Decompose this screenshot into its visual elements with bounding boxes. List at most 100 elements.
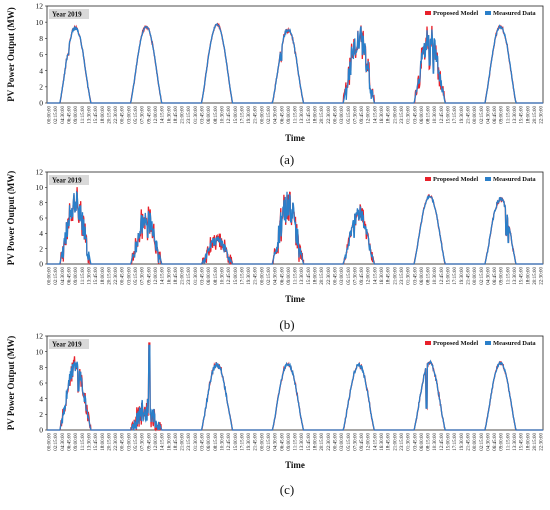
x-tick-label: 01:30:00 (407, 267, 412, 285)
x-tick-label: 03:45:00 (413, 106, 418, 124)
x-tick-label: 02:15:00 (267, 267, 272, 285)
series-line-measured (47, 22, 543, 104)
x-axis-label: Time (285, 133, 305, 143)
x-tick-label: 09:45:00 (147, 433, 152, 451)
x-tick-label: 20:15:00 (533, 106, 538, 124)
series-line-proposed (47, 342, 543, 432)
y-tick-label: 2 (39, 82, 43, 91)
x-tick-label: 15:00:00 (447, 106, 452, 124)
x-tick-label: 06:45:00 (493, 267, 498, 285)
x-tick-label: 05:15:00 (134, 267, 139, 285)
x-tick-label: 22:30:00 (114, 106, 119, 124)
x-tick-label: 01:30:00 (407, 106, 412, 124)
series-line-measured (47, 190, 543, 265)
y-tick-label: 0 (39, 260, 43, 269)
x-tick-label: 06:45:00 (280, 433, 285, 451)
x-axis-label: Time (285, 460, 305, 470)
x-tick-label: 18:45:00 (174, 106, 179, 124)
x-tick-label: 20:15:00 (533, 267, 538, 285)
x-tick-label: 18:00:00 (526, 267, 531, 285)
x-tick-label: 13:30:00 (87, 267, 92, 285)
legend-entry-proposed: Proposed Model (433, 176, 478, 183)
y-tick-label: 2 (39, 244, 43, 253)
x-tick-label: 17:15:00 (453, 267, 458, 285)
x-tick-label: 00:00:00 (260, 433, 265, 451)
panel-label: (c) (280, 482, 294, 497)
x-tick-label: 07:30:00 (141, 267, 146, 285)
x-tick-label: 21:00:00 (393, 267, 398, 285)
legend-entry-measured: Measured Data (493, 176, 536, 183)
x-tick-label: 00:00:00 (260, 267, 265, 285)
x-tick-label: 21:45:00 (466, 106, 471, 124)
x-tick-label: 15:45:00 (520, 267, 525, 285)
x-tick-label: 21:45:00 (466, 267, 471, 285)
x-tick-label: 23:15:00 (400, 267, 405, 285)
x-tick-label: 10:30:00 (433, 267, 438, 285)
x-tick-label: 07:30:00 (141, 433, 146, 451)
x-tick-label: 05:15:00 (347, 433, 352, 451)
x-tick-label: 09:45:00 (147, 267, 152, 285)
x-tick-label: 06:00:00 (420, 267, 425, 285)
x-tick-label: 15:45:00 (94, 267, 99, 285)
x-tick-label: 00:45:00 (333, 433, 338, 451)
x-tick-label: 09:45:00 (147, 106, 152, 124)
x-tick-label: 15:45:00 (94, 433, 99, 451)
x-tick-label: 00:45:00 (121, 433, 126, 451)
x-tick-label: 23:15:00 (400, 106, 405, 124)
x-tick-label: 16:30:00 (380, 267, 385, 285)
y-tick-label: 6 (39, 214, 43, 223)
x-tick-label: 11:15:00 (81, 267, 86, 285)
year-label-box (49, 339, 89, 349)
x-tick-label: 22:30:00 (327, 433, 332, 451)
x-tick-label: 14:15:00 (161, 106, 166, 124)
y-tick-label: 0 (39, 99, 43, 108)
x-tick-label: 18:45:00 (174, 433, 179, 451)
x-tick-label: 10:30:00 (220, 267, 225, 285)
x-tick-label: 18:00:00 (101, 267, 106, 285)
x-tick-label: 15:45:00 (307, 106, 312, 124)
x-tick-label: 19:30:00 (247, 106, 252, 124)
x-tick-label: 21:00:00 (181, 267, 186, 285)
x-tick-label: 06:00:00 (207, 267, 212, 285)
x-tick-label: 00:00:00 (48, 267, 53, 285)
x-tick-label: 04:30:00 (61, 106, 66, 124)
year-label: Year 2019 (52, 11, 82, 19)
x-axis-label: Time (285, 294, 305, 304)
x-tick-label: 15:00:00 (234, 433, 239, 451)
x-tick-label: 13:30:00 (87, 106, 92, 124)
x-tick-label: 03:45:00 (413, 433, 418, 451)
x-tick-label: 01:30:00 (194, 106, 199, 124)
x-tick-label: 13:30:00 (513, 267, 518, 285)
x-tick-label: 05:15:00 (134, 433, 139, 451)
x-tick-label: 11:15:00 (506, 433, 511, 451)
x-tick-label: 18:45:00 (174, 267, 179, 285)
x-tick-label: 10:30:00 (433, 106, 438, 124)
x-tick-label: 21:00:00 (181, 433, 186, 451)
x-tick-label: 05:15:00 (347, 267, 352, 285)
x-tick-label: 20:15:00 (533, 433, 538, 451)
x-tick-label: 10:30:00 (433, 433, 438, 451)
x-tick-label: 12:00:00 (154, 267, 159, 285)
x-tick-label: 02:15:00 (54, 433, 59, 451)
x-tick-label: 13:30:00 (513, 433, 518, 451)
x-tick-label: 00:00:00 (48, 106, 53, 124)
x-tick-label: 12:00:00 (367, 106, 372, 124)
x-tick-label: 03:00:00 (340, 433, 345, 451)
panel-label: (a) (280, 152, 294, 167)
legend-entry-measured: Measured Data (493, 340, 536, 347)
x-tick-label: 14:15:00 (161, 267, 166, 285)
x-tick-label: 06:45:00 (68, 433, 73, 451)
x-tick-label: 18:00:00 (314, 267, 319, 285)
x-tick-label: 11:15:00 (294, 267, 299, 285)
x-tick-label: 11:15:00 (294, 433, 299, 451)
x-tick-label: 20:15:00 (320, 267, 325, 285)
x-tick-label: 08:15:00 (427, 106, 432, 124)
x-tick-label: 07:30:00 (141, 106, 146, 124)
x-tick-label: 19:30:00 (247, 433, 252, 451)
x-tick-label: 11:15:00 (506, 106, 511, 124)
x-tick-label: 18:45:00 (387, 267, 392, 285)
legend-entry-measured: Measured Data (493, 10, 536, 17)
x-tick-label: 18:00:00 (314, 433, 319, 451)
x-tick-label: 00:45:00 (121, 106, 126, 124)
x-tick-label: 09:00:00 (287, 267, 292, 285)
